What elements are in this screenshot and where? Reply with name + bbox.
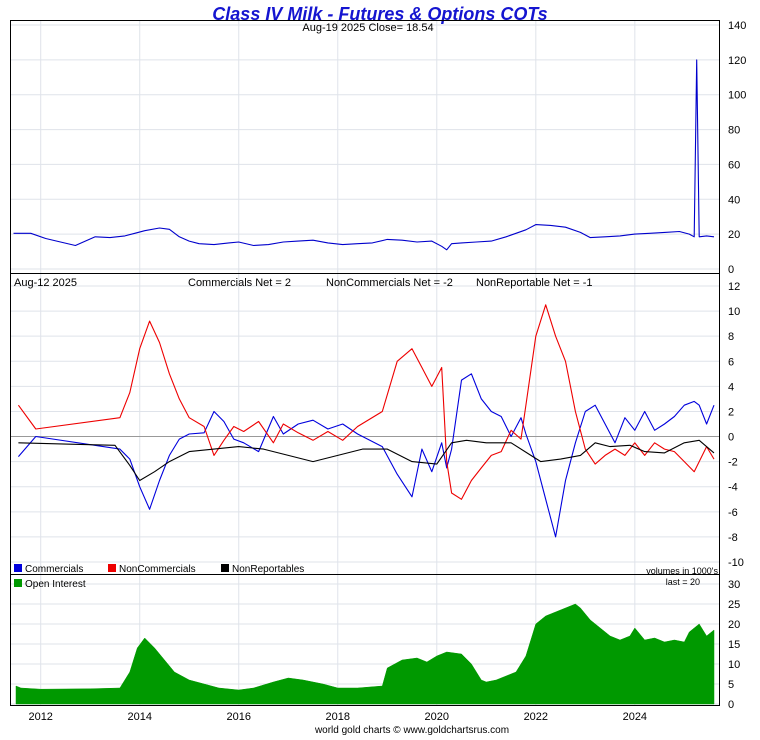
y-tick-label: 25 xyxy=(728,599,740,611)
noncommercials-net-label: NonCommercials Net = -2 xyxy=(326,277,453,289)
y-tick-label: -10 xyxy=(728,557,744,569)
y-tick-label: -6 xyxy=(728,507,738,519)
commercials-net-label: Commercials Net = 2 xyxy=(188,277,291,289)
x-tick-label: 2014 xyxy=(127,711,151,723)
open-interest-area xyxy=(15,603,715,705)
y-tick-label: 15 xyxy=(728,639,740,651)
y-tick-label: 10 xyxy=(728,659,740,671)
chart-title: Class IV Milk - Futures & Options COTs xyxy=(212,4,547,24)
commercials-line xyxy=(17,373,715,538)
legend-open-interest-label: Open Interest xyxy=(25,579,86,590)
y-tick-label: 2 xyxy=(728,406,734,418)
y-tick-label: -2 xyxy=(728,457,738,469)
y-tick-label: 4 xyxy=(728,381,734,393)
x-tick-label: 2022 xyxy=(524,711,548,723)
nonreportable-net-label: NonReportable Net = -1 xyxy=(476,277,592,289)
y-tick-label: 60 xyxy=(728,159,740,171)
y-tick-label: 120 xyxy=(728,55,746,67)
y-tick-label: 0 xyxy=(728,264,734,276)
cot-panel-frame xyxy=(10,273,720,575)
y-tick-label: 5 xyxy=(728,679,734,691)
y-tick-label: 20 xyxy=(728,229,740,241)
x-tick-label: 2020 xyxy=(425,711,449,723)
y-tick-label: 10 xyxy=(728,306,740,318)
legend-nonreportables-label: NonReportables xyxy=(232,564,304,575)
y-tick-label: 6 xyxy=(728,356,734,368)
legend-nonreportables-swatch xyxy=(221,564,229,572)
y-tick-label: 140 xyxy=(728,20,746,32)
nonreportables-line xyxy=(18,439,715,482)
y-tick-label: 12 xyxy=(728,281,740,293)
legend-commercials-label: Commercials xyxy=(25,564,83,575)
x-tick-label: 2024 xyxy=(623,711,647,723)
y-tick-label: -8 xyxy=(728,532,738,544)
legend-commercials-swatch xyxy=(14,564,22,572)
x-tick-label: 2018 xyxy=(326,711,350,723)
footer-credit: world gold charts © www.goldchartsrus.co… xyxy=(314,725,509,735)
y-tick-label: 30 xyxy=(728,579,740,591)
y-tick-label: 20 xyxy=(728,619,740,631)
volumes-note: volumes in 1000's xyxy=(646,566,718,576)
price-header: Aug-19 2025 Close= 18.54 xyxy=(302,22,433,34)
price-panel-frame xyxy=(10,20,720,274)
cot-date-label: Aug-12 2025 xyxy=(14,277,77,289)
last-value-note: last = 20 xyxy=(666,577,700,587)
x-tick-label: 2012 xyxy=(28,711,52,723)
x-tick-label: 2016 xyxy=(227,711,251,723)
y-tick-label: 40 xyxy=(728,194,740,206)
y-tick-label: 80 xyxy=(728,125,740,137)
legend-open-interest-swatch xyxy=(14,579,22,587)
legend-noncommercials-label: NonCommercials xyxy=(119,564,196,575)
noncommercials-line xyxy=(17,304,715,500)
y-tick-label: -4 xyxy=(728,482,738,494)
y-tick-label: 100 xyxy=(728,90,746,102)
open-interest-panel-frame xyxy=(10,574,720,706)
y-tick-label: 0 xyxy=(728,432,734,444)
y-tick-label: 8 xyxy=(728,331,734,343)
y-tick-label: 0 xyxy=(728,699,734,711)
legend-noncommercials-swatch xyxy=(108,564,116,572)
price-line xyxy=(13,59,715,251)
